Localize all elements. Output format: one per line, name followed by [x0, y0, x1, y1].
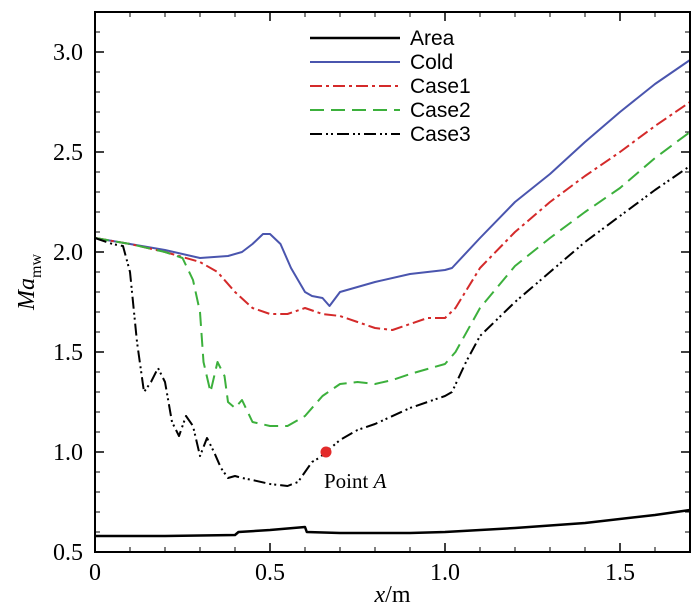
- x-tick-label: 0: [89, 560, 101, 586]
- tick-labels: 0 0.5 1.0 1.50.51.01.52.02.53.0: [53, 40, 635, 586]
- legend-label-case2: Case2: [410, 99, 471, 122]
- tick-marks: [94, 12, 690, 553]
- y-axis-label: Mamw: [14, 254, 45, 311]
- plot-frame: [94, 11, 691, 553]
- series-case2: [94, 131, 691, 427]
- y-tick-label: 2.5: [53, 140, 83, 166]
- x-tick-label: 1.5: [605, 560, 635, 586]
- legend-label-case3: Case3: [410, 123, 471, 146]
- point-a-marker: [320, 446, 332, 458]
- y-tick-label: 3.0: [53, 40, 83, 66]
- series-case1: [94, 101, 691, 331]
- legend-label-cold: Cold: [410, 51, 453, 74]
- x-tick-label: 1.0: [430, 560, 460, 586]
- annotations: Point A: [320, 446, 387, 493]
- y-tick-label: 0.5: [53, 540, 83, 566]
- point-a-label: Point A: [324, 469, 387, 493]
- x-axis-label: x/m: [374, 582, 411, 606]
- legend-label-case1: Case1: [410, 75, 471, 98]
- y-tick-label: 2.0: [53, 240, 83, 266]
- y-tick-label: 1.0: [53, 440, 83, 466]
- series-area: [95, 508, 691, 538]
- series-cold: [94, 59, 691, 307]
- series-lines: [94, 59, 691, 538]
- legend-label-area: Area: [410, 27, 455, 50]
- y-tick-label: 1.5: [53, 340, 83, 366]
- x-tick-label: 0.5: [255, 560, 285, 586]
- series-case3: [94, 165, 691, 487]
